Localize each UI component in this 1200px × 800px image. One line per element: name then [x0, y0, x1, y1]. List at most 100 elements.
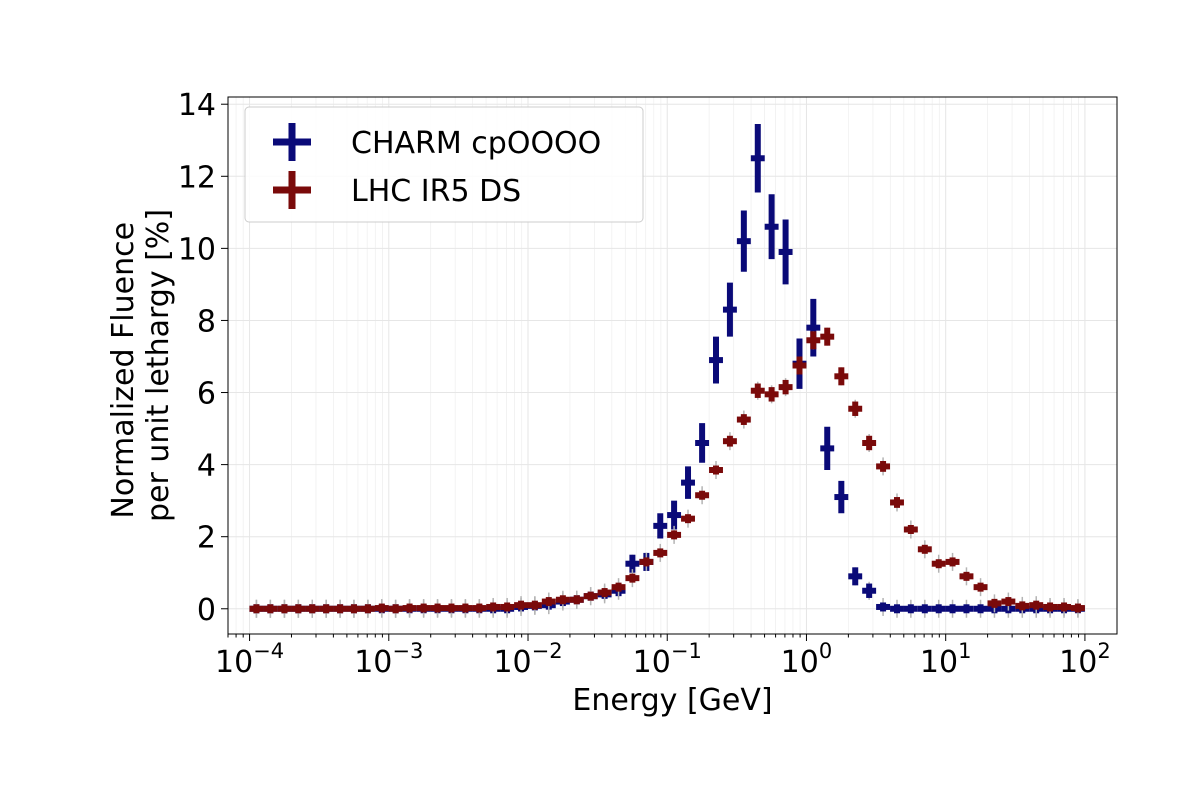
series-1 — [249, 327, 1085, 618]
data-point — [514, 596, 528, 615]
data-point — [333, 599, 348, 618]
data-point — [1070, 599, 1085, 618]
data-point — [569, 590, 584, 609]
x-tick-label-exponent: −4 — [253, 639, 284, 663]
data-point — [416, 599, 431, 618]
data-point — [917, 599, 932, 618]
y-axis-title-line-2: per unit lethargy [%] — [141, 209, 176, 522]
data-point — [890, 599, 904, 618]
x-tick-label-base: 10 — [1059, 645, 1097, 680]
y-tick-label: 10 — [178, 232, 216, 267]
y-axis-title-line-1: Normalized Fluence — [106, 222, 141, 519]
data-point — [848, 399, 863, 418]
x-tick-label-base: 10 — [920, 645, 958, 680]
x-tick-label: 10−2 — [493, 639, 562, 680]
data-point — [305, 599, 320, 618]
data-point — [778, 219, 793, 285]
data-point — [597, 583, 612, 602]
x-tick-label-base: 10 — [354, 645, 392, 680]
data-point — [931, 554, 946, 573]
x-tick-label-base: 10 — [215, 645, 253, 680]
data-point — [653, 513, 668, 539]
data-point — [750, 124, 765, 193]
data-point — [263, 599, 278, 618]
data-point — [639, 552, 654, 571]
data-point — [820, 327, 835, 346]
y-tick-label: 0 — [197, 593, 216, 628]
x-tick-label: 10−4 — [215, 639, 284, 680]
legend-box — [244, 106, 644, 223]
plot-frame — [227, 96, 1118, 635]
data-point — [876, 597, 891, 616]
data-point — [527, 596, 542, 615]
data-point — [722, 282, 737, 337]
y-tick-label: 8 — [197, 304, 216, 339]
data-point — [500, 597, 515, 616]
x-tick-label-base: 10 — [781, 645, 819, 680]
data-point — [541, 592, 556, 611]
data-point — [277, 599, 292, 618]
data-point — [1029, 596, 1044, 615]
data-point — [681, 509, 695, 528]
data-series — [249, 124, 1085, 618]
data-point — [1043, 597, 1058, 616]
y-tick-label: 14 — [178, 88, 216, 123]
data-point — [890, 493, 904, 512]
data-point — [834, 480, 849, 514]
x-tick-label: 10−1 — [633, 639, 702, 680]
data-point — [374, 599, 389, 618]
data-point — [611, 578, 626, 597]
data-point — [1015, 596, 1030, 615]
legend-label-lhc: LHC IR5 DS — [351, 174, 521, 209]
data-point — [486, 597, 501, 616]
data-point — [903, 599, 918, 618]
data-point — [667, 500, 682, 530]
data-point — [291, 599, 306, 618]
x-tick-label-base: 10 — [493, 645, 531, 680]
data-point — [750, 381, 765, 400]
data-point — [945, 552, 960, 571]
y-tick-label: 2 — [197, 521, 216, 556]
x-tick-label-exponent: 0 — [819, 639, 832, 663]
data-point — [472, 599, 487, 618]
data-point — [834, 367, 849, 386]
data-point — [709, 336, 723, 384]
data-point — [430, 599, 445, 618]
data-point — [862, 581, 877, 600]
data-point — [346, 599, 361, 618]
x-tick-label-exponent: −3 — [392, 639, 423, 663]
data-point — [945, 599, 960, 618]
data-point — [806, 331, 821, 350]
x-tick-label: 101 — [920, 639, 972, 680]
x-axis-title: Energy [GeV] — [572, 683, 772, 718]
data-point — [625, 569, 640, 588]
data-point — [792, 356, 807, 375]
x-tick-label-exponent: 1 — [958, 639, 971, 663]
data-point — [402, 599, 417, 618]
data-point — [695, 486, 710, 505]
data-point — [778, 378, 793, 397]
data-point — [959, 567, 974, 586]
legend: CHARM cpOOOO LHC IR5 DS — [244, 106, 644, 223]
data-point — [695, 423, 710, 463]
x-tick-label-base: 10 — [633, 645, 671, 680]
data-point — [388, 599, 403, 618]
data-point — [722, 432, 737, 451]
y-tick-label: 12 — [178, 160, 216, 195]
data-point — [709, 461, 723, 480]
data-point — [458, 599, 473, 618]
y-tick-label: 4 — [197, 449, 216, 484]
data-point — [583, 587, 598, 606]
data-point — [681, 466, 695, 499]
data-point — [959, 599, 974, 618]
data-point — [931, 599, 946, 618]
data-point — [848, 567, 863, 586]
data-point — [1057, 597, 1071, 616]
data-point — [862, 433, 877, 452]
data-point — [736, 410, 751, 429]
data-point — [903, 520, 918, 539]
legend-label-charm: CHARM cpOOOO — [351, 126, 601, 161]
data-point — [820, 426, 835, 471]
